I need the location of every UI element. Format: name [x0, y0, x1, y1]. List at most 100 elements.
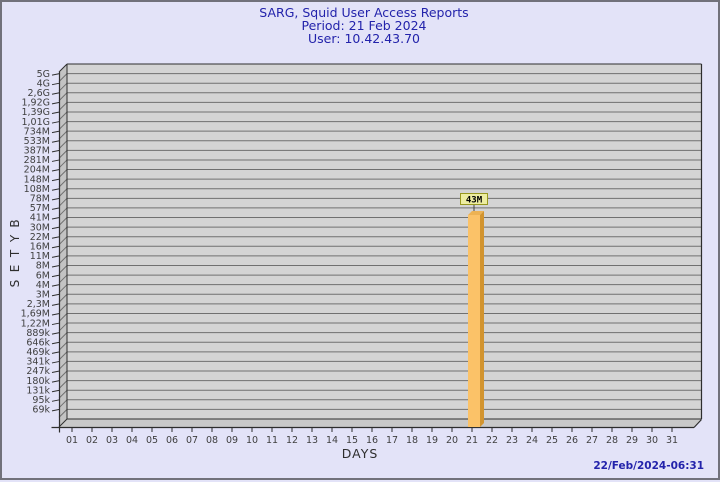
x-tick-label: 06 — [166, 435, 178, 446]
y-tick-label: 22M — [30, 232, 50, 243]
wall-hatch — [58, 207, 68, 217]
y-axis-title-letter: E — [8, 264, 22, 273]
y-tick — [51, 217, 60, 220]
x-tick-label: 18 — [406, 435, 418, 446]
y-tick-label: 469k — [26, 347, 50, 358]
x-tick-label: 07 — [186, 435, 198, 446]
wall-hatch — [58, 322, 68, 332]
y-tick-label: 341k — [26, 357, 50, 368]
wall-hatch — [58, 293, 68, 303]
y-tick — [51, 149, 60, 153]
y-tick — [51, 73, 60, 76]
y-tick — [51, 274, 60, 278]
wall-hatch — [58, 92, 68, 102]
bar-side-face — [480, 211, 484, 427]
wall-hatch — [58, 255, 68, 265]
y-tick — [51, 101, 60, 105]
y-tick — [51, 284, 60, 287]
y-tick — [51, 245, 60, 249]
bar — [468, 215, 480, 427]
x-tick-label: 11 — [266, 435, 278, 446]
y-tick-label: 6M — [36, 270, 50, 281]
wall-hatch — [58, 303, 68, 313]
wall-hatch — [58, 236, 68, 246]
y-tick — [51, 140, 60, 143]
y-tick-label: 734M — [24, 126, 50, 137]
wall-hatch — [58, 188, 68, 198]
wall-hatch — [58, 265, 68, 274]
wall-hatch — [58, 102, 68, 111]
wall-hatch — [58, 274, 68, 284]
x-axis-title: DAYS — [341, 446, 379, 461]
chart-period: Period: 21 Feb 2024 — [301, 18, 427, 33]
bar-top-face — [468, 211, 484, 215]
bar-value-label: 43M — [466, 196, 483, 206]
floor-corner-edge — [693, 419, 702, 428]
y-tick-label: 281M — [24, 155, 50, 166]
y-tick-label: 1,69M — [21, 309, 50, 320]
x-tick-label: 03 — [106, 435, 118, 446]
y-tick-label: 387M — [24, 146, 50, 157]
report-timestamp: 22/Feb/2024-06:31 — [593, 460, 704, 472]
x-tick-label: 30 — [646, 435, 658, 446]
y-tick-label: 5G — [37, 69, 50, 80]
y-axis-title-letter: Y — [8, 234, 22, 243]
wall-hatch — [58, 409, 68, 418]
wall-hatch — [58, 82, 68, 92]
y-tick — [51, 121, 60, 124]
bar-value-box — [460, 193, 488, 205]
y-tick — [51, 322, 60, 326]
y-tick — [51, 360, 60, 364]
x-tick-label: 27 — [586, 435, 598, 446]
x-tick-label: 17 — [386, 435, 398, 446]
x-tick-label: 12 — [286, 435, 298, 446]
y-axis-title-letter: T — [8, 249, 22, 258]
y-tick-label: 131k — [26, 385, 50, 396]
wall-hatch — [58, 73, 68, 82]
y-tick-label: 41M — [30, 213, 50, 224]
y-tick-label: 4G — [37, 78, 50, 89]
y-tick — [51, 341, 60, 345]
x-tick-label: 02 — [86, 435, 98, 446]
y-axis-title-letter: B — [8, 219, 22, 228]
wall-hatch — [58, 217, 68, 226]
y-tick-label: 247k — [26, 366, 50, 377]
y-tick-label: 180k — [26, 376, 50, 387]
y-tick — [51, 380, 60, 383]
wall-hatch — [58, 130, 68, 140]
wall-hatch — [58, 341, 68, 351]
chart-header: SARG, Squid User Access Reports Period: … — [2, 6, 718, 45]
y-tick — [51, 303, 60, 306]
y-tick — [51, 312, 60, 316]
wall-hatch — [58, 149, 68, 159]
y-tick-label: 1,22M — [21, 318, 50, 329]
wall-hatch — [58, 178, 68, 188]
wall-hatch — [58, 313, 68, 322]
plot-area — [67, 64, 702, 419]
wall-hatch — [58, 399, 68, 409]
y-tick-label: 16M — [30, 241, 50, 252]
y-tick-label: 57M — [30, 203, 50, 214]
y-tick — [51, 92, 60, 95]
y-tick-label: 69k — [32, 405, 50, 416]
y-tick-label: 204M — [24, 165, 50, 176]
wall-hatch — [58, 418, 68, 428]
y-tick — [51, 236, 60, 239]
x-tick-label: 14 — [326, 435, 338, 446]
x-tick-label: 01 — [66, 435, 78, 446]
y-tick — [51, 370, 60, 374]
y-tick — [51, 111, 60, 114]
y-tick-label: 108M — [24, 184, 50, 195]
y-tick — [51, 399, 60, 402]
wall-hatch — [58, 361, 68, 370]
y-tick-label: 4M — [36, 280, 50, 291]
y-tick — [51, 169, 60, 172]
wall-hatch — [58, 380, 68, 389]
x-tick-label: 28 — [606, 435, 618, 446]
chart-user: User: 10.42.43.70 — [308, 31, 420, 46]
y-tick-label: 11M — [30, 251, 50, 262]
x-tick-label: 16 — [366, 435, 378, 446]
x-tick-label: 04 — [126, 435, 138, 446]
